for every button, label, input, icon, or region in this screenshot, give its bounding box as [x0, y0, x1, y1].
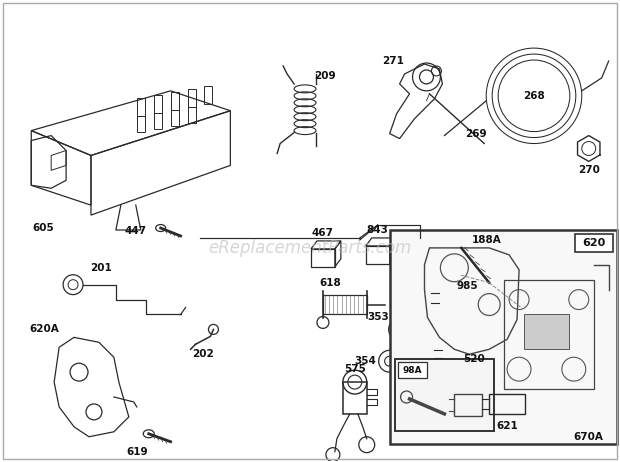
Bar: [443, 346, 466, 362]
Text: 985: 985: [456, 281, 478, 291]
Text: 268: 268: [523, 91, 545, 101]
Text: 605: 605: [32, 223, 54, 233]
Text: 188A: 188A: [471, 235, 501, 245]
Bar: [454, 394, 482, 416]
Text: 467: 467: [312, 228, 334, 238]
Text: 619: 619: [126, 447, 148, 456]
Text: 353: 353: [367, 312, 389, 322]
Bar: [323, 295, 367, 315]
Text: 520: 520: [463, 354, 485, 364]
Text: 201: 201: [90, 263, 112, 273]
Bar: [440, 288, 459, 308]
Text: 354: 354: [354, 356, 376, 366]
Bar: [524, 315, 569, 349]
Bar: [154, 113, 162, 128]
Bar: [188, 89, 195, 107]
Bar: [188, 107, 195, 122]
Bar: [170, 92, 179, 110]
Bar: [154, 95, 162, 113]
Bar: [575, 234, 613, 252]
Bar: [504, 280, 594, 389]
Bar: [389, 230, 617, 444]
Bar: [489, 394, 525, 414]
Bar: [366, 246, 389, 264]
Text: 843: 843: [367, 225, 389, 235]
Bar: [205, 86, 213, 104]
Bar: [397, 362, 427, 378]
Bar: [137, 116, 144, 132]
Text: 271: 271: [382, 56, 404, 66]
Text: 209: 209: [314, 71, 336, 81]
Text: 670A: 670A: [574, 432, 604, 442]
Text: 575: 575: [344, 364, 366, 374]
Text: 270: 270: [578, 165, 600, 176]
Bar: [170, 110, 179, 126]
Text: eReplacementParts.com: eReplacementParts.com: [208, 239, 412, 257]
Text: 98A: 98A: [403, 365, 422, 375]
Text: 202: 202: [193, 349, 215, 359]
Bar: [394, 359, 494, 431]
Bar: [137, 98, 144, 116]
Text: 618: 618: [319, 278, 341, 288]
Text: 620A: 620A: [29, 324, 59, 334]
Bar: [311, 249, 335, 267]
Text: 621: 621: [496, 421, 518, 431]
Bar: [343, 382, 367, 414]
Text: 269: 269: [466, 128, 487, 139]
Bar: [445, 283, 454, 291]
Text: 620: 620: [582, 238, 605, 248]
Text: 447: 447: [125, 226, 147, 236]
